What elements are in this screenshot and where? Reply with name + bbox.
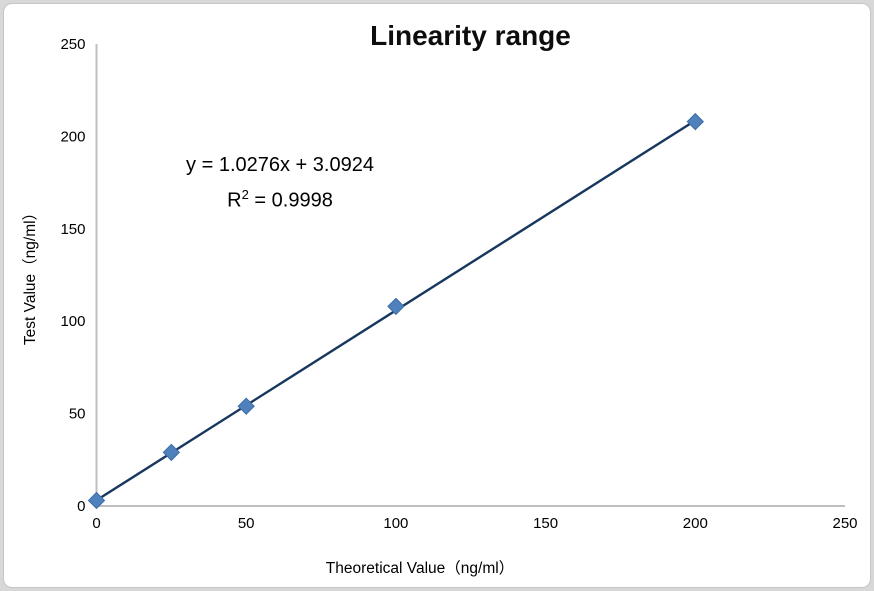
data-point-marker [387, 297, 405, 316]
y-tick-label: 0 [77, 498, 85, 515]
data-point-marker [686, 112, 705, 131]
trendline-annotation: y = 1.0276x + 3.0924 R2 = 0.9998 [119, 151, 441, 216]
data-point-marker [237, 397, 255, 415]
y-tick-label: 200 [60, 128, 85, 145]
r-squared-superscript: 2 [241, 187, 249, 202]
x-tick-label: 50 [238, 515, 255, 532]
y-axis-title: Test Value（ng/ml） [22, 204, 39, 346]
x-tick-label: 200 [683, 515, 708, 532]
data-point-marker [162, 443, 181, 462]
x-axis-title: Theoretical Value（ng/ml） [325, 560, 515, 577]
chart-title: Linearity range [370, 20, 571, 51]
data-point-marker [87, 491, 106, 510]
y-tick-label: 100 [60, 313, 85, 330]
equation-text: y = 1.0276x + 3.0924 [186, 154, 374, 176]
x-tick-label: 150 [533, 515, 558, 532]
r-squared-value: = 0.9998 [248, 189, 333, 212]
r-squared-base: R [227, 189, 242, 212]
y-tick-label: 250 [60, 36, 85, 53]
y-tick-label: 50 [69, 406, 86, 423]
x-tick-label: 100 [383, 515, 408, 532]
y-tick-label: 150 [60, 221, 85, 238]
r-squared-text: R2 = 0.9998 [119, 180, 441, 216]
x-tick-label: 250 [832, 515, 857, 532]
x-tick-label: 0 [92, 515, 100, 532]
chart-frame [3, 3, 871, 588]
